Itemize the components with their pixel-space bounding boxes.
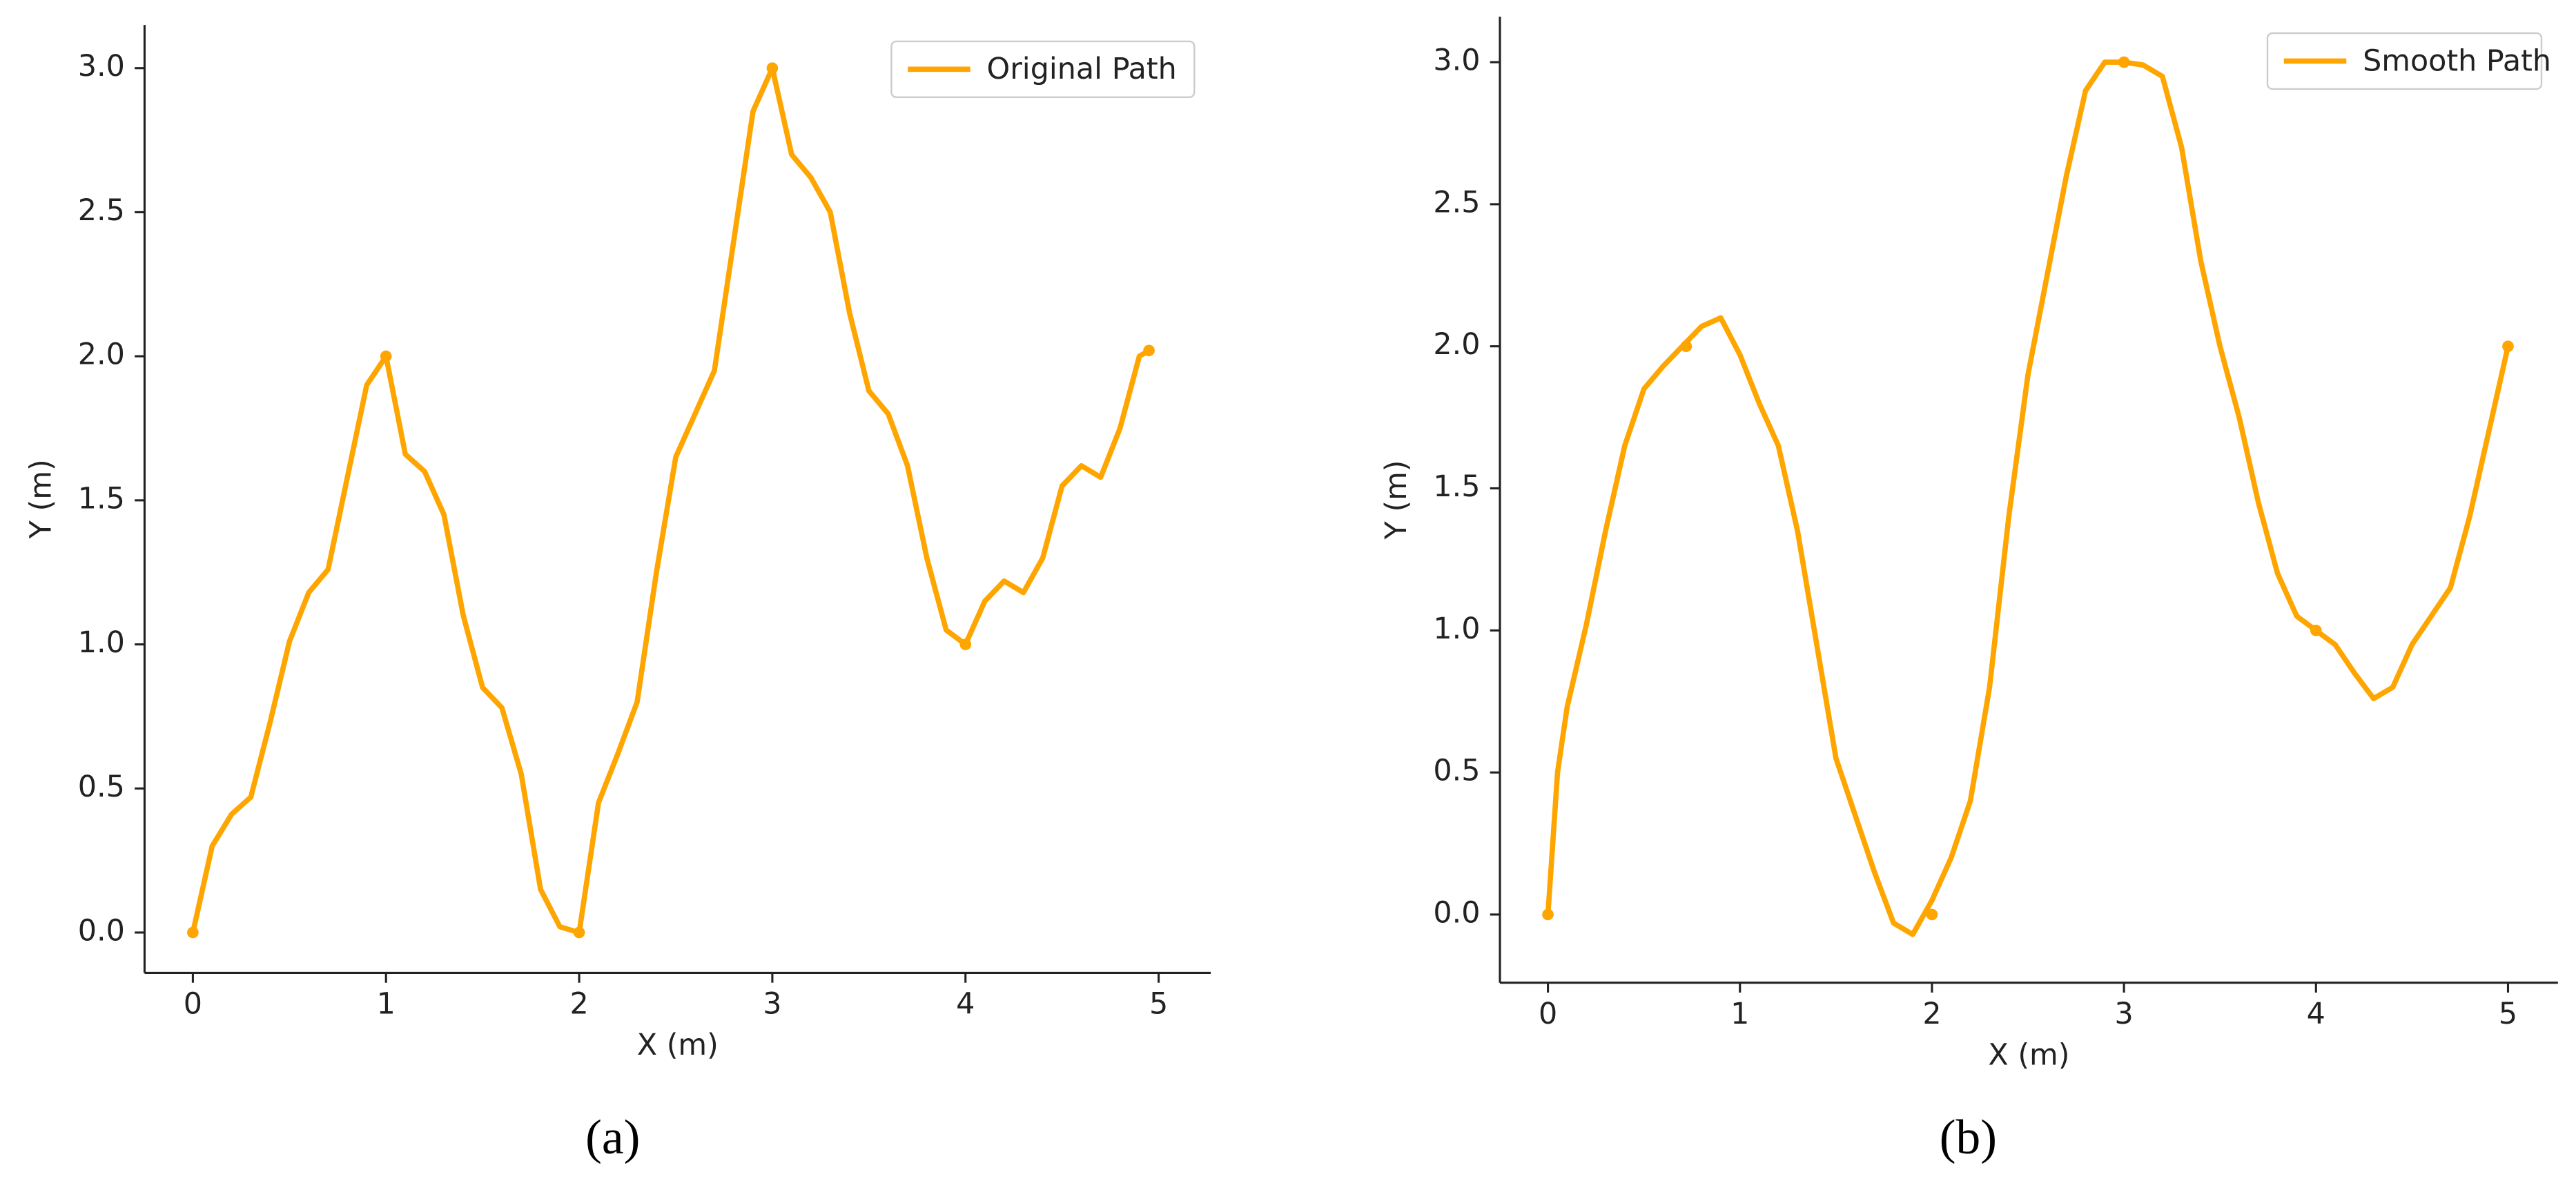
legend-box [2266,32,2543,90]
y-tick-label: 0.0 [78,913,125,948]
waypoint [959,638,972,650]
waypoint [2118,56,2130,68]
x-tick-label: 0 [184,987,202,1022]
y-axis-label: Y (m) [1379,460,1414,540]
waypoint [380,350,392,362]
y-tick-label: 1.0 [1433,612,1480,646]
legend-label: Original Path [986,52,1176,86]
x-axis-label: X (m) [637,1028,719,1062]
waypoint [1926,908,1938,921]
x-axis-label: X (m) [1988,1037,2069,1072]
x-tick-label: 2 [569,987,588,1022]
y-tick-label: 2.5 [1433,185,1480,220]
legend-box [890,40,1196,99]
y-tick-label: 1.5 [1433,469,1480,504]
y-tick-label: 3.0 [1433,43,1480,78]
waypoint [187,926,199,939]
waypoint [1542,908,1554,921]
x-tick-label: 0 [1539,997,1557,1031]
waypoint [1680,340,1692,353]
y-tick-label: 0.5 [78,770,125,804]
legend: Original Path [890,40,1196,99]
y-tick-label: 1.0 [78,625,125,660]
path-line [190,65,1151,935]
x-tick-label: 2 [1922,997,1941,1031]
waypoint [766,62,779,75]
y-tick-label: 2.0 [78,338,125,372]
x-tick-label: 5 [1149,987,1168,1022]
y-tick-label: 0.5 [1433,754,1480,788]
y-tick-label: 3.0 [78,49,125,84]
y-tick-label: 0.0 [1433,895,1480,930]
x-tick-label: 3 [763,987,781,1022]
x-tick-label: 4 [2307,997,2325,1031]
x-tick-label: 3 [2115,997,2134,1031]
y-tick-label: 2.5 [78,193,125,228]
path-line [1545,59,2511,937]
x-tick-label: 5 [2499,997,2517,1031]
x-tick-label: 1 [1730,997,1749,1031]
legend-label: Smooth Path [2363,43,2551,78]
x-tick-label: 4 [956,987,975,1022]
waypoint [2310,624,2322,636]
y-tick-label: 1.5 [78,481,125,516]
y-tick-label: 2.0 [1433,327,1480,362]
x-tick-label: 1 [377,987,396,1022]
waypoint [1143,344,1155,357]
waypoint [2502,340,2514,353]
waypoint [573,926,585,939]
caption: (b) [1940,1110,1997,1164]
caption: (a) [585,1110,640,1164]
y-axis-label: Y (m) [23,459,58,539]
legend: Smooth Path [2266,32,2551,90]
